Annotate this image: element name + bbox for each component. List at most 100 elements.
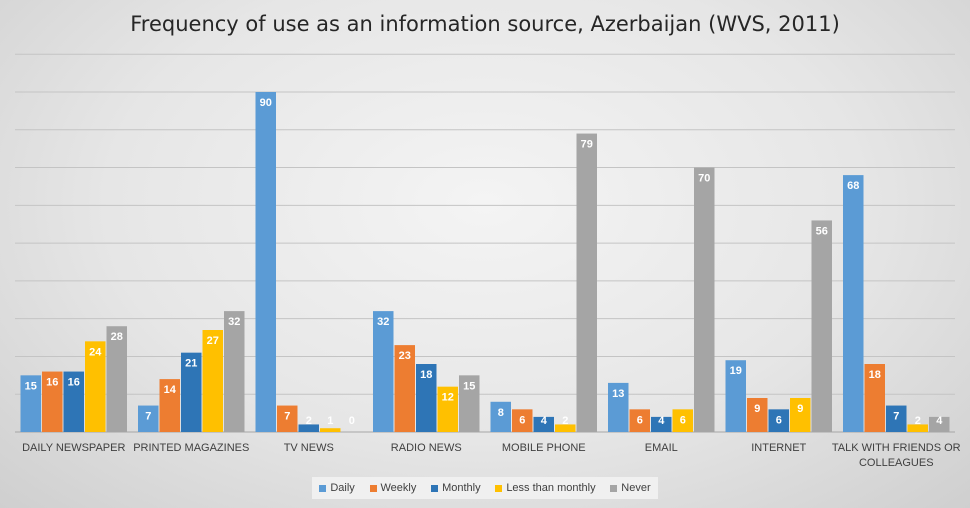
bar bbox=[224, 311, 245, 432]
bar bbox=[651, 416, 672, 432]
legend-swatch bbox=[610, 484, 618, 492]
data-label: 21 bbox=[185, 358, 197, 370]
bar bbox=[490, 401, 511, 432]
bar bbox=[811, 220, 832, 432]
data-label: 6 bbox=[637, 414, 643, 426]
legend-item: Monthly bbox=[431, 482, 481, 494]
bar bbox=[298, 424, 319, 432]
category-label: DAILY NEWSPAPER bbox=[22, 442, 125, 454]
bar bbox=[672, 409, 693, 432]
bar bbox=[608, 382, 629, 432]
legend-item: Weekly bbox=[369, 482, 417, 494]
bar bbox=[320, 428, 341, 432]
data-label: 70 bbox=[698, 173, 710, 185]
bar bbox=[437, 386, 458, 432]
legend-item: Daily bbox=[319, 482, 355, 494]
bar bbox=[85, 341, 106, 432]
data-label: 1 bbox=[327, 415, 333, 427]
bar bbox=[42, 371, 63, 432]
bar bbox=[373, 311, 394, 432]
data-label: 18 bbox=[420, 369, 432, 381]
category-label: MOBILE PHONE bbox=[502, 442, 586, 454]
category-label: RADIO NEWS bbox=[391, 442, 462, 454]
data-label: 2 bbox=[562, 415, 568, 427]
bar bbox=[864, 364, 885, 432]
category-label: INTERNET bbox=[751, 442, 806, 454]
bar bbox=[576, 133, 597, 433]
data-label: 14 bbox=[164, 384, 177, 396]
bar bbox=[459, 375, 480, 432]
chart-title: Frequency of use as an information sourc… bbox=[130, 12, 840, 36]
bar bbox=[907, 424, 928, 432]
bar bbox=[929, 416, 950, 432]
data-label: 23 bbox=[399, 350, 411, 362]
bar bbox=[277, 405, 298, 432]
data-label: 24 bbox=[89, 346, 102, 358]
bar bbox=[886, 405, 907, 432]
legend-label: Daily bbox=[330, 482, 355, 494]
data-label: 13 bbox=[612, 388, 624, 400]
bar bbox=[138, 405, 159, 432]
legend-item: Less than monthly bbox=[495, 482, 596, 494]
legend-swatch bbox=[319, 484, 327, 492]
data-label: 2 bbox=[306, 415, 312, 427]
category-label: EMAIL bbox=[645, 442, 678, 454]
bar bbox=[20, 375, 41, 432]
bar bbox=[555, 424, 576, 432]
bar bbox=[843, 175, 864, 432]
bar bbox=[694, 167, 715, 433]
bar bbox=[768, 409, 789, 432]
data-label: 32 bbox=[228, 316, 240, 328]
data-label: 56 bbox=[816, 225, 828, 237]
bar bbox=[181, 352, 202, 432]
bar bbox=[416, 364, 437, 432]
data-label: 4 bbox=[541, 415, 548, 427]
data-label: 12 bbox=[442, 392, 454, 404]
category-label: PRINTED MAGAZINES bbox=[133, 442, 249, 454]
bar bbox=[747, 398, 768, 432]
data-label: 16 bbox=[46, 377, 58, 389]
data-label: 6 bbox=[519, 414, 525, 426]
bar bbox=[533, 416, 554, 432]
data-label: 7 bbox=[284, 411, 290, 423]
data-label: 7 bbox=[893, 411, 899, 423]
category-label: TALK WITH FRIENDS OR bbox=[832, 442, 961, 454]
data-label: 9 bbox=[754, 403, 760, 415]
bar bbox=[255, 92, 276, 432]
bar bbox=[106, 326, 127, 432]
data-label: 16 bbox=[68, 377, 80, 389]
data-label: 9 bbox=[797, 403, 803, 415]
data-label: 8 bbox=[498, 407, 504, 419]
legend-label: Never bbox=[621, 482, 651, 494]
data-label: 7 bbox=[145, 411, 151, 423]
category-label: TV NEWS bbox=[284, 442, 334, 454]
data-label: 4 bbox=[936, 415, 943, 427]
legend-swatch bbox=[495, 484, 503, 492]
bar bbox=[790, 398, 811, 432]
data-label: 28 bbox=[111, 331, 123, 343]
legend-item: Never bbox=[610, 482, 651, 494]
data-label: 79 bbox=[581, 139, 593, 151]
chart-legend: Daily Weekly Monthly Less than monthly Never bbox=[312, 477, 658, 499]
bar bbox=[159, 379, 180, 432]
data-label: 2 bbox=[915, 415, 921, 427]
data-label: 6 bbox=[680, 414, 686, 426]
legend-label: Monthly bbox=[442, 482, 481, 494]
data-label: 15 bbox=[463, 380, 475, 392]
bar bbox=[394, 345, 415, 432]
data-label: 68 bbox=[847, 180, 859, 192]
bar bbox=[725, 360, 746, 432]
legend-swatch bbox=[431, 484, 439, 492]
data-label: 4 bbox=[658, 415, 665, 427]
bar bbox=[629, 409, 650, 432]
data-label: 0 bbox=[349, 415, 355, 427]
data-label: 6 bbox=[776, 414, 782, 426]
bar bbox=[202, 330, 223, 432]
data-label: 27 bbox=[207, 335, 219, 347]
category-label: COLLEAGUES bbox=[859, 457, 934, 469]
data-label: 18 bbox=[869, 369, 881, 381]
bar bbox=[512, 409, 533, 432]
legend-label: Weekly bbox=[380, 482, 417, 494]
